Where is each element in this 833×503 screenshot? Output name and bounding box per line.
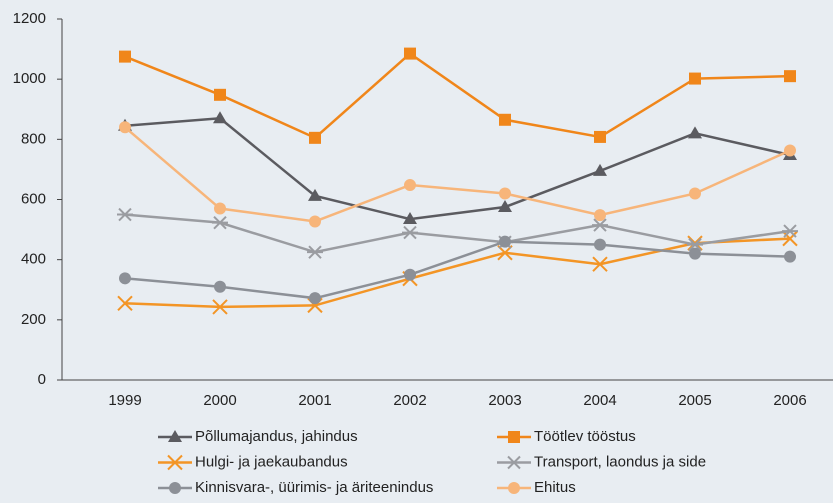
y-tick-label: 1200: [13, 10, 46, 27]
legend-marker: [169, 482, 181, 494]
marker: [689, 72, 701, 85]
marker: [119, 121, 131, 134]
marker: [402, 225, 418, 240]
marker: [119, 50, 131, 63]
marker: [784, 70, 796, 83]
legend-label: Põllumajandus, jahindus: [195, 428, 358, 445]
legend-marker: [506, 455, 522, 470]
marker: [213, 111, 227, 124]
marker: [594, 130, 606, 143]
legend-marker: [508, 482, 520, 494]
marker: [404, 268, 416, 281]
marker: [499, 235, 511, 248]
marker: [404, 179, 416, 192]
legend-label: Ehitus: [534, 479, 576, 496]
legend-marker: [167, 454, 183, 471]
x-tick-label: 2005: [678, 392, 711, 409]
series-line: [124, 126, 791, 223]
marker: [309, 215, 321, 228]
marker: [499, 113, 511, 126]
x-tick-label: 2002: [393, 392, 426, 409]
marker: [119, 272, 131, 285]
marker: [117, 207, 133, 222]
y-tick-label: 400: [21, 251, 46, 268]
marker: [593, 163, 607, 176]
x-tick-label: 1999: [108, 392, 141, 409]
y-tick-label: 1000: [13, 70, 46, 87]
x-tick-label: 2006: [773, 392, 806, 409]
y-tick-label: 200: [21, 311, 46, 328]
series-line: [124, 213, 791, 254]
marker: [404, 47, 416, 60]
marker: [594, 209, 606, 222]
x-tick-label: 2003: [488, 392, 521, 409]
marker: [214, 88, 226, 101]
x-tick-label: 2000: [203, 392, 236, 409]
marker: [782, 224, 798, 238]
marker: [308, 188, 322, 201]
marker: [592, 256, 608, 272]
y-tick-label: 600: [21, 190, 46, 207]
marker: [309, 131, 321, 144]
marker: [212, 215, 228, 230]
marker: [784, 144, 796, 157]
marker: [498, 200, 512, 213]
legend-label: Kinnisvara-, üürimis- ja äriteenindus: [195, 479, 433, 496]
marker: [782, 230, 798, 247]
marker: [117, 295, 133, 311]
marker: [499, 187, 511, 200]
legend-label: Transport, laondus ja side: [534, 453, 706, 470]
marker: [689, 187, 701, 200]
series-line: [124, 52, 791, 140]
legend-label: Töötlev tööstus: [534, 428, 636, 445]
legend-marker: [508, 431, 520, 443]
marker: [592, 218, 608, 232]
x-tick-label: 2004: [583, 392, 616, 409]
marker: [214, 202, 226, 215]
x-tick-label: 2001: [298, 392, 331, 409]
marker: [689, 247, 701, 260]
marker: [688, 126, 702, 139]
legend-marker: [168, 430, 182, 442]
marker: [214, 280, 226, 293]
marker: [784, 250, 796, 263]
series-line: [124, 237, 791, 309]
legend-label: Hulgi- ja jaekaubandus: [195, 453, 348, 470]
marker: [594, 238, 606, 251]
marker: [307, 245, 323, 259]
marker: [687, 237, 703, 252]
series-line: [124, 116, 791, 221]
marker: [687, 235, 703, 251]
y-tick-label: 0: [38, 371, 46, 388]
series-line: [124, 240, 791, 300]
marker: [212, 299, 228, 315]
marker: [403, 212, 417, 225]
y-tick-label: 800: [21, 130, 46, 147]
marker: [309, 292, 321, 305]
